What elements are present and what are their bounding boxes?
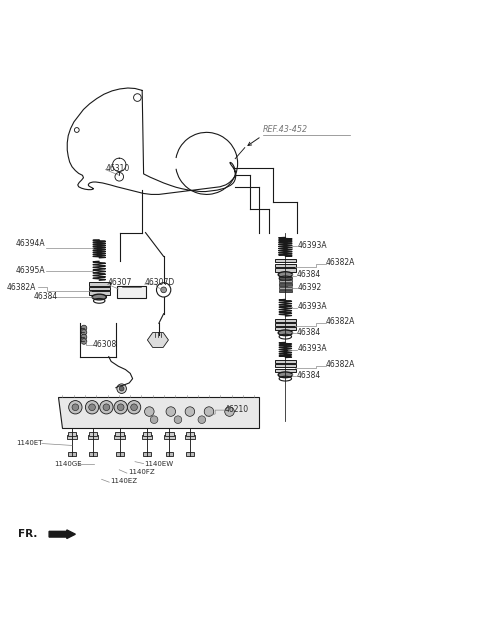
Circle shape [85, 401, 99, 414]
Text: 46382A: 46382A [7, 282, 36, 292]
Text: 46307D: 46307D [144, 278, 175, 287]
Text: 1140ET: 1140ET [17, 440, 43, 445]
Bar [186, 452, 194, 456]
Bar [279, 280, 292, 282]
Circle shape [81, 329, 87, 335]
Bar [116, 452, 123, 456]
Bar [142, 435, 152, 439]
Bar [275, 318, 296, 322]
Bar [89, 282, 110, 285]
Bar [279, 283, 292, 285]
Bar [186, 432, 194, 436]
Bar [279, 276, 292, 279]
Bar [275, 364, 296, 368]
Circle shape [81, 338, 87, 344]
Circle shape [103, 404, 110, 411]
Circle shape [204, 407, 214, 417]
Bar [185, 435, 195, 439]
Bar [275, 259, 296, 262]
Circle shape [131, 404, 137, 411]
Text: 1140GE: 1140GE [54, 461, 82, 466]
Text: 46382A: 46382A [326, 317, 355, 326]
Circle shape [150, 416, 158, 424]
Text: 46392: 46392 [297, 283, 322, 292]
Text: 46393A: 46393A [297, 241, 327, 250]
Text: 46384: 46384 [296, 371, 321, 380]
Circle shape [185, 407, 195, 417]
Polygon shape [147, 333, 168, 347]
Text: 46382A: 46382A [326, 258, 355, 267]
Bar [279, 287, 292, 289]
Polygon shape [58, 397, 259, 428]
Bar [165, 432, 174, 436]
Circle shape [161, 287, 167, 293]
Text: 46393A: 46393A [297, 302, 327, 311]
Text: 46395A: 46395A [16, 266, 45, 275]
FancyArrow shape [49, 530, 75, 538]
Circle shape [81, 334, 87, 340]
Circle shape [117, 384, 126, 394]
FancyBboxPatch shape [117, 286, 145, 299]
Text: REF.43-452: REF.43-452 [263, 125, 308, 134]
Text: 46310: 46310 [106, 164, 130, 173]
Circle shape [127, 401, 141, 414]
Bar [88, 435, 98, 439]
Circle shape [72, 404, 79, 411]
Circle shape [225, 407, 234, 417]
Circle shape [117, 404, 124, 411]
Ellipse shape [278, 330, 292, 336]
Bar [116, 432, 124, 436]
Circle shape [89, 404, 96, 411]
Bar [275, 327, 296, 330]
Bar [275, 264, 296, 267]
Bar [275, 322, 296, 326]
Text: 1140EZ: 1140EZ [110, 478, 137, 484]
Bar [279, 290, 292, 292]
Circle shape [198, 416, 205, 424]
Text: 46384: 46384 [296, 328, 321, 337]
Bar [164, 435, 175, 439]
Bar [275, 368, 296, 372]
Text: 1140FZ: 1140FZ [128, 469, 155, 475]
Text: 46393A: 46393A [297, 344, 327, 353]
Bar [67, 435, 77, 439]
Circle shape [119, 386, 124, 391]
Bar [143, 432, 151, 436]
Bar [89, 432, 97, 436]
Circle shape [144, 407, 154, 417]
Text: 46307: 46307 [108, 278, 132, 287]
Ellipse shape [278, 372, 292, 378]
Text: 46210: 46210 [225, 404, 249, 413]
Bar [143, 452, 151, 456]
Bar [166, 452, 173, 456]
Circle shape [69, 401, 82, 414]
Circle shape [114, 401, 127, 414]
Ellipse shape [92, 294, 107, 300]
Bar [89, 291, 110, 295]
Text: 46394A: 46394A [16, 239, 45, 248]
Bar [68, 452, 76, 456]
Bar [115, 435, 125, 439]
Ellipse shape [278, 272, 292, 278]
Bar [68, 432, 76, 436]
Bar [89, 287, 110, 290]
Text: 1140EW: 1140EW [144, 461, 174, 466]
Circle shape [81, 325, 87, 331]
Circle shape [174, 416, 182, 424]
Text: 46384: 46384 [296, 270, 321, 279]
Text: 46308: 46308 [93, 340, 117, 349]
Text: 46384: 46384 [34, 292, 58, 301]
Bar [89, 452, 97, 456]
Bar [275, 268, 296, 272]
Circle shape [100, 401, 113, 414]
Circle shape [166, 407, 176, 417]
Text: FR.: FR. [18, 529, 37, 539]
Text: 46382A: 46382A [326, 361, 355, 369]
Bar [275, 359, 296, 363]
